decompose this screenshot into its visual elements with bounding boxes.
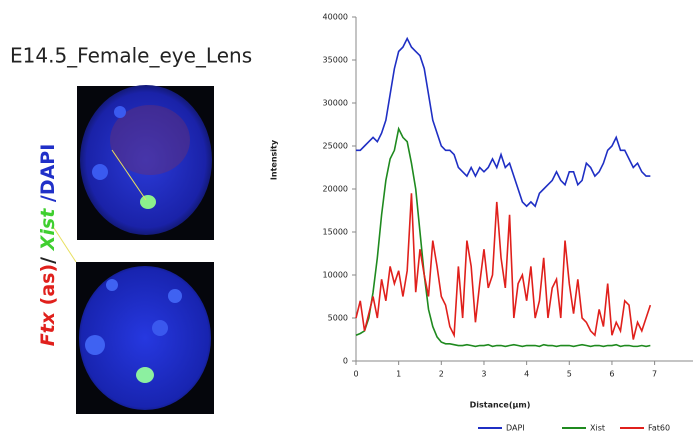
chart: E14.5_Female_eye_Lens Ftx (as)/ Xist /DA… — [0, 0, 697, 435]
figure: E14.5_Female_eye_Lens Ftx (as)/ Xist /DA… — [0, 0, 697, 435]
x-axis-title: Distance(μm) — [470, 401, 531, 410]
stain-part: Xist — [37, 208, 59, 251]
y-tick-label: 35000 — [323, 56, 348, 65]
stain-part: /DAPI — [37, 144, 59, 209]
y-tick-label: 40000 — [323, 13, 348, 22]
stain-part: (as) — [37, 264, 59, 312]
figure-title: E14.5_Female_eye_Lens — [10, 44, 252, 68]
y-tick-label: 15000 — [323, 228, 348, 237]
y-axis-title: Intensity — [270, 139, 279, 180]
y-tick-label: 5000 — [328, 314, 348, 323]
y-tick-label: 10000 — [323, 271, 348, 280]
x-tick-label: 7 — [652, 370, 657, 379]
x-tick-label: 2 — [439, 370, 444, 379]
micrograph — [52, 85, 214, 414]
y-tick-label: 20000 — [323, 185, 348, 194]
x-tick-label: 6 — [609, 370, 614, 379]
stain-part: / — [37, 250, 59, 264]
data-line — [356, 193, 650, 339]
x-tick-label: 3 — [481, 370, 486, 379]
x-tick-label: 0 — [353, 370, 358, 379]
legend-label: Xist — [590, 424, 605, 433]
data-line — [356, 39, 650, 207]
y-tick-label: 0 — [343, 357, 348, 366]
x-tick-label: 4 — [524, 370, 529, 379]
y-tick-label: 25000 — [323, 142, 348, 151]
stain-part: Ftx — [37, 311, 59, 346]
stain-label: Ftx (as)/ Xist /DAPI — [37, 144, 59, 347]
x-tick-label: 1 — [396, 370, 401, 379]
x-tick-label: 5 — [567, 370, 572, 379]
y-tick-label: 30000 — [323, 99, 348, 108]
legend-label: Fat60 — [648, 424, 670, 433]
legend-label: DAPI — [506, 424, 525, 433]
